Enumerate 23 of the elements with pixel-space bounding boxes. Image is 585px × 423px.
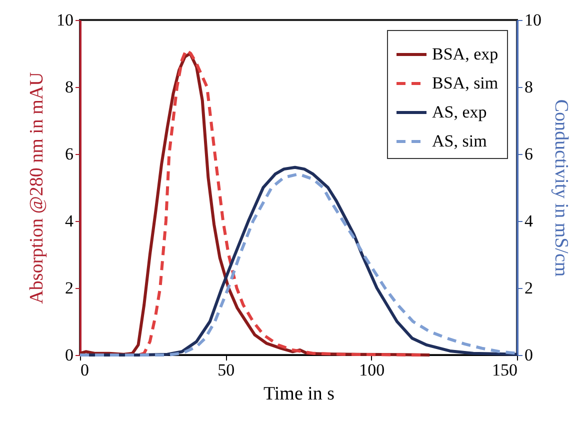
y2-axis-title: Conductivity in mS/cm	[550, 99, 572, 277]
legend-label: BSA, sim	[432, 74, 498, 92]
x-tick-label: 100	[359, 360, 385, 380]
y-tick-label: 10	[56, 10, 74, 30]
y-tick-label: 0	[65, 346, 74, 364]
legend-label: BSA, exp	[432, 44, 498, 64]
y-axis-title: Absorption @280 nm in mAU	[26, 72, 48, 304]
y-tick-label: 4	[65, 212, 74, 230]
x-axis-title: Time in s	[263, 384, 335, 404]
x-tick-label: 150	[492, 360, 518, 380]
y2-tick-label: 2	[524, 278, 533, 298]
y2-tick-label: 4	[524, 212, 534, 230]
y2-tick-label: 10	[524, 10, 542, 30]
x-tick-label: 0	[80, 360, 89, 380]
y2-tick-label: 6	[524, 144, 533, 164]
y-tick-label: 2	[65, 278, 74, 298]
legend-label: AS, sim	[432, 132, 487, 150]
legend-label: AS, exp	[432, 102, 487, 122]
x-tick-label: 50	[218, 360, 235, 380]
y2-tick-label: 0	[524, 346, 533, 364]
y-tick-label: 8	[65, 78, 74, 96]
y-tick-label: 6	[65, 144, 74, 164]
y2-tick-label: 8	[524, 78, 533, 96]
